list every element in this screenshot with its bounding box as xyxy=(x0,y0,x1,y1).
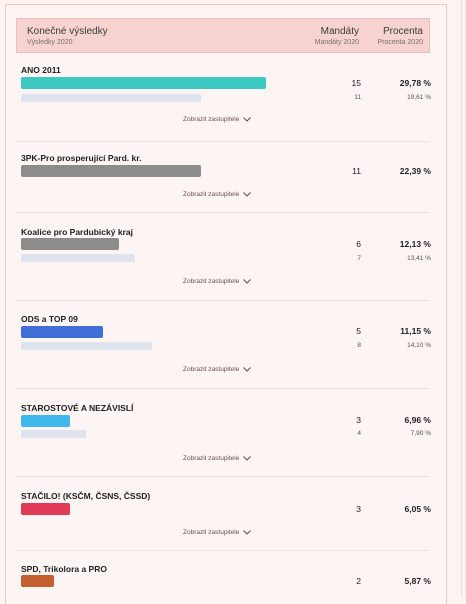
show-representatives-link[interactable]: Zobrazit zastupitele xyxy=(183,191,252,198)
mandates-prev-value: 7 xyxy=(357,255,361,262)
show-representatives-label: Zobrazit zastupitele xyxy=(183,529,240,536)
results-header: Konečné výsledky Výsledky 2020 Mandáty M… xyxy=(16,18,430,53)
show-representatives-link[interactable]: Zobrazit zastupitele xyxy=(183,366,252,373)
party-name: ANO 2011 xyxy=(21,65,61,75)
show-representatives-label: Zobrazit zastupitele xyxy=(183,116,240,123)
percent-value: 22,39 % xyxy=(399,166,431,176)
mandates-value: 5 xyxy=(356,326,361,336)
show-representatives-label: Zobrazit zastupitele xyxy=(183,455,240,462)
party-name: STAČILO! (KSČM, ČSNS, ČSSD) xyxy=(21,491,151,501)
chevron-down-icon xyxy=(243,529,252,535)
percent-prev-value: 14,10 % xyxy=(407,342,431,349)
results-panel xyxy=(5,4,447,604)
chevron-down-icon xyxy=(243,191,252,197)
previous-result-bar xyxy=(21,94,201,102)
chevron-down-icon xyxy=(243,116,252,122)
scrollbar-edge xyxy=(464,0,466,597)
party-name: 3PK-Pro prosperující Pard. kr. xyxy=(21,153,142,163)
party-name: STAROSTOVÉ A NEZÁVISLÍ xyxy=(21,403,134,413)
percent-value: 5,87 % xyxy=(404,576,431,586)
show-representatives-label: Zobrazit zastupitele xyxy=(183,366,240,373)
party-row: ODS a TOP 09 5 8 11,15 % 14,10 % Zobrazi… xyxy=(21,314,431,384)
header-mandates: Mandáty xyxy=(320,26,359,37)
mandates-value: 3 xyxy=(356,415,361,425)
chevron-down-icon xyxy=(243,366,252,372)
header-mandates-sub: Mandáty 2020 xyxy=(314,39,359,46)
result-bar xyxy=(21,575,54,587)
mandates-value: 3 xyxy=(356,504,361,514)
mandates-prev-value: 11 xyxy=(354,94,361,101)
party-row: 3PK-Pro prosperující Pard. kr. 11 22,39 … xyxy=(21,153,431,213)
header-percent: Procenta xyxy=(382,26,423,37)
result-bar xyxy=(21,238,119,250)
row-divider xyxy=(16,212,430,213)
row-divider xyxy=(16,550,430,551)
previous-result-bar xyxy=(21,342,152,350)
percent-value: 29,78 % xyxy=(399,78,431,88)
party-row: STAČILO! (KSČM, ČSNS, ČSSD) 3 6,05 % Zob… xyxy=(21,491,431,551)
percent-value: 12,13 % xyxy=(399,239,431,249)
party-row: Koalice pro Pardubický kraj 6 7 12,13 % … xyxy=(21,227,431,297)
previous-result-bar xyxy=(21,430,86,438)
result-bar xyxy=(21,415,70,427)
header-title: Konečné výsledky xyxy=(27,26,108,37)
result-bar xyxy=(21,77,266,89)
mandates-value: 11 xyxy=(352,166,361,176)
percent-prev-value: 13,41 % xyxy=(407,255,431,262)
result-bar xyxy=(21,165,201,177)
party-row: STAROSTOVÉ A NEZÁVISLÍ 3 4 6,96 % 7,90 %… xyxy=(21,403,431,473)
percent-value: 6,96 % xyxy=(404,415,431,425)
percent-prev-value: 19,61 % xyxy=(407,94,431,101)
percent-prev-value: 7,90 % xyxy=(410,430,431,437)
row-divider xyxy=(16,388,430,389)
party-name: Koalice pro Pardubický kraj xyxy=(21,227,133,237)
show-representatives-label: Zobrazit zastupitele xyxy=(183,278,240,285)
row-divider xyxy=(16,141,430,142)
mandates-prev-value: 4 xyxy=(357,430,361,437)
show-representatives-link[interactable]: Zobrazit zastupitele xyxy=(183,455,252,462)
row-divider xyxy=(16,300,430,301)
show-representatives-label: Zobrazit zastupitele xyxy=(183,191,240,198)
mandates-value: 2 xyxy=(356,576,361,586)
party-name: SPD, Trikolora a PRO xyxy=(21,564,107,574)
mandates-prev-value: 8 xyxy=(357,342,361,349)
chevron-down-icon xyxy=(243,278,252,284)
result-bar xyxy=(21,503,70,515)
percent-value: 11,15 % xyxy=(400,326,431,336)
party-row: SPD, Trikolora a PRO 2 5,87 % xyxy=(21,564,431,597)
party-row: ANO 2011 15 11 29,78 % 19,61 % Zobrazit … xyxy=(21,65,431,140)
row-divider xyxy=(16,476,430,477)
show-representatives-link[interactable]: Zobrazit zastupitele xyxy=(183,529,252,536)
show-representatives-link[interactable]: Zobrazit zastupitele xyxy=(183,116,252,123)
result-bar xyxy=(21,326,103,338)
scrollbar-track[interactable] xyxy=(461,0,462,597)
chevron-down-icon xyxy=(243,455,252,461)
percent-value: 6,05 % xyxy=(404,504,431,514)
mandates-value: 6 xyxy=(356,239,361,249)
header-percent-sub: Procenta 2020 xyxy=(377,39,423,46)
party-name: ODS a TOP 09 xyxy=(21,314,78,324)
show-representatives-link[interactable]: Zobrazit zastupitele xyxy=(183,278,252,285)
previous-result-bar xyxy=(21,254,135,262)
header-subtitle: Výsledky 2020 xyxy=(27,39,73,46)
mandates-value: 15 xyxy=(351,78,361,88)
